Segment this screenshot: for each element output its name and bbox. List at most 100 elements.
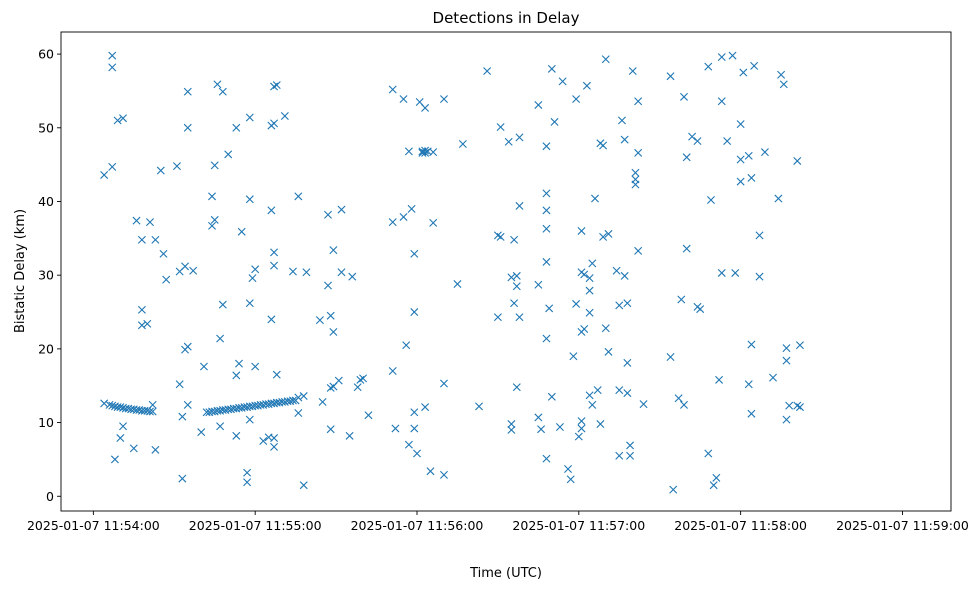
data-point [588,400,597,409]
y-tick-label: 50 [38,120,54,135]
data-point [620,271,629,280]
data-point [216,334,225,343]
data-point [159,249,168,258]
data-point [577,424,586,433]
data-point [620,135,629,144]
data-point [391,424,400,433]
data-point [626,451,635,460]
data-point [151,445,160,454]
data-point [404,147,413,156]
data-point [151,235,160,244]
data-point [137,305,146,314]
data-point [747,340,756,349]
data-point [429,218,438,227]
data-point [413,449,421,458]
data-point [421,403,430,412]
data-point [507,425,516,434]
data-point [243,468,252,477]
data-point [199,362,208,371]
data-point [542,257,551,266]
data-point [439,470,448,479]
data-point [189,266,198,275]
data-point [453,280,462,289]
data-point [178,474,187,483]
data-point [288,267,297,276]
data-point [237,227,246,236]
data-point [558,77,567,86]
data-point [129,444,138,453]
data-point [329,246,338,255]
data-point [245,113,254,122]
data-point [210,161,219,170]
data-point [235,359,243,368]
data-point [542,206,551,215]
data-point [439,379,448,388]
data-point [744,151,753,160]
data-point [116,403,125,412]
data-point [634,97,643,106]
data-point [146,218,154,227]
data-point [345,431,354,440]
data-point [421,146,430,155]
data-point [272,370,281,379]
data-point [769,373,777,382]
data-point [208,192,217,201]
data-point [580,270,589,279]
data-point [359,374,368,383]
data-point [744,380,753,389]
data-point [348,272,357,281]
x-tick-label: 2025-01-07 11:58:00 [674,518,807,533]
data-point [782,356,791,365]
y-tick-label: 20 [38,341,54,356]
data-point [593,386,602,395]
data-point [245,299,254,308]
data-point [601,324,610,333]
data-point [795,341,804,350]
data-point [577,417,586,426]
data-point [696,305,705,314]
data-point [582,81,591,90]
data-point [426,467,435,476]
data-point [270,442,279,451]
data-point [429,148,438,157]
data-point [294,192,303,201]
data-point [777,70,786,79]
x-tick-label: 2025-01-07 11:57:00 [512,518,645,533]
data-point [299,392,308,401]
data-point [172,162,181,171]
data-point [245,415,254,424]
data-point [750,61,759,70]
data-point [216,422,225,431]
data-point [410,308,419,317]
data-point [156,166,165,175]
data-point [175,380,184,389]
data-point [337,268,346,277]
data-point [534,280,543,289]
data-point [183,123,192,132]
data-point [631,180,640,189]
data-point [146,407,154,416]
data-point [682,244,691,253]
data-point [623,358,632,367]
data-point [537,425,546,434]
data-point [577,226,586,235]
points-layer [100,51,804,494]
data-point [542,189,551,198]
data-point [704,449,713,458]
data-point [747,173,756,182]
data-point [116,434,125,443]
data-point [388,218,397,227]
data-point [410,408,419,417]
data-point [510,235,519,244]
data-point [399,95,408,104]
data-point [280,112,289,120]
data-point [512,271,521,280]
data-point [315,316,324,325]
data-point [674,394,683,403]
data-point [148,400,157,409]
data-point [439,95,448,104]
data-point [680,400,688,409]
data-point [572,95,581,104]
data-point [294,409,303,417]
data-point [617,116,626,125]
